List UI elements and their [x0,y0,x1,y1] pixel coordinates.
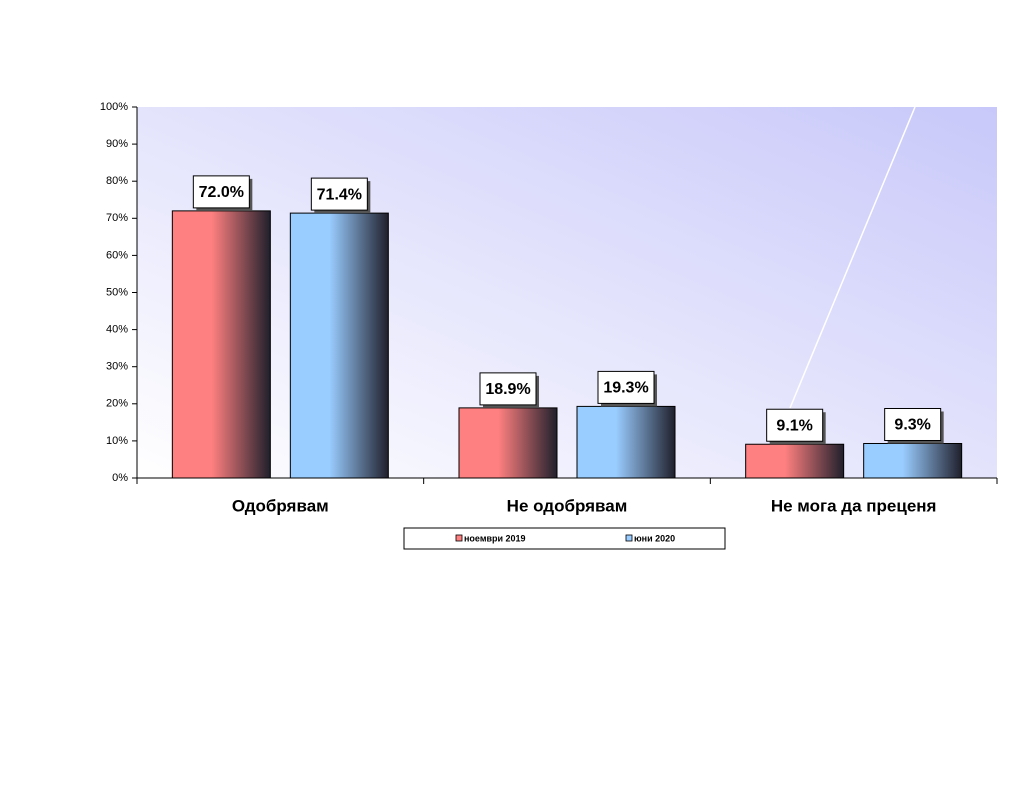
legend-swatch [625,534,633,542]
bar [863,442,963,479]
data-label: 18.9% [485,381,530,398]
plot-area [137,107,997,478]
bar [171,210,271,479]
decor-line [789,106,916,409]
y-tick-label: 20% [106,398,128,410]
data-label: 71.4% [317,186,362,203]
y-tick-label: 10% [106,435,128,447]
label-box [597,370,655,404]
label-box [192,175,250,209]
legend-box [403,527,726,550]
bar [458,407,558,479]
label-box [766,408,824,442]
bar [576,405,676,479]
bar [289,212,389,479]
legend-label: ноември 2019 [464,533,526,543]
y-tick-label: 30% [106,361,128,373]
y-tick-label: 40% [106,324,128,336]
x-tick-label: Не одобрявам [507,496,628,515]
label-box [884,407,942,441]
y-tick-label: 60% [106,249,128,261]
data-label: 19.3% [603,380,648,397]
data-label: 9.1% [776,417,812,434]
y-tick-label: 50% [106,286,128,298]
x-tick-label: Не мога да преценя [771,496,937,515]
data-label: 9.3% [894,417,930,434]
y-tick-label: 90% [106,138,128,150]
y-tick-label: 0% [112,472,128,484]
data-label: 72.0% [199,184,244,201]
x-tick-label: Одобрявам [232,496,329,515]
legend-swatch [455,534,463,542]
bar [745,443,845,479]
y-tick-label: 80% [106,175,128,187]
y-tick-label: 70% [106,212,128,224]
legend-label: юни 2020 [634,533,675,543]
label-box [310,177,368,211]
label-box [479,372,537,406]
y-tick-label: 100% [100,101,128,113]
